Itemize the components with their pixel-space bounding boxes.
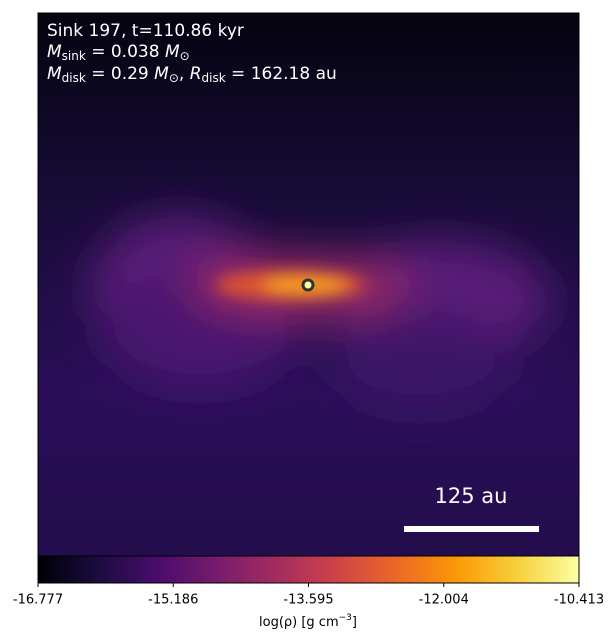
annotation: Sink 197, t=110.86 kyr xyxy=(47,21,244,41)
colorbar-tick-label: -13.595 xyxy=(283,593,333,608)
sink-marker xyxy=(301,278,315,292)
colorbar-tick-label: -12.004 xyxy=(419,593,469,608)
colorbar-label: log(ρ) [g cm−3] xyxy=(259,613,357,630)
colorbar-tick-label: -15.186 xyxy=(148,593,198,608)
density-map xyxy=(38,13,579,556)
colorbar-tick-label: -16.777 xyxy=(13,593,63,608)
colorbar-tick-label: -10.413 xyxy=(554,593,604,608)
annotation: Mdisk = 0.29 M⊙, Rdisk = 162.18 au xyxy=(47,64,337,85)
colorbar xyxy=(37,555,580,584)
scale-bar-label: 125 au xyxy=(435,484,508,508)
annotation: Msink = 0.038 M⊙ xyxy=(47,42,190,63)
